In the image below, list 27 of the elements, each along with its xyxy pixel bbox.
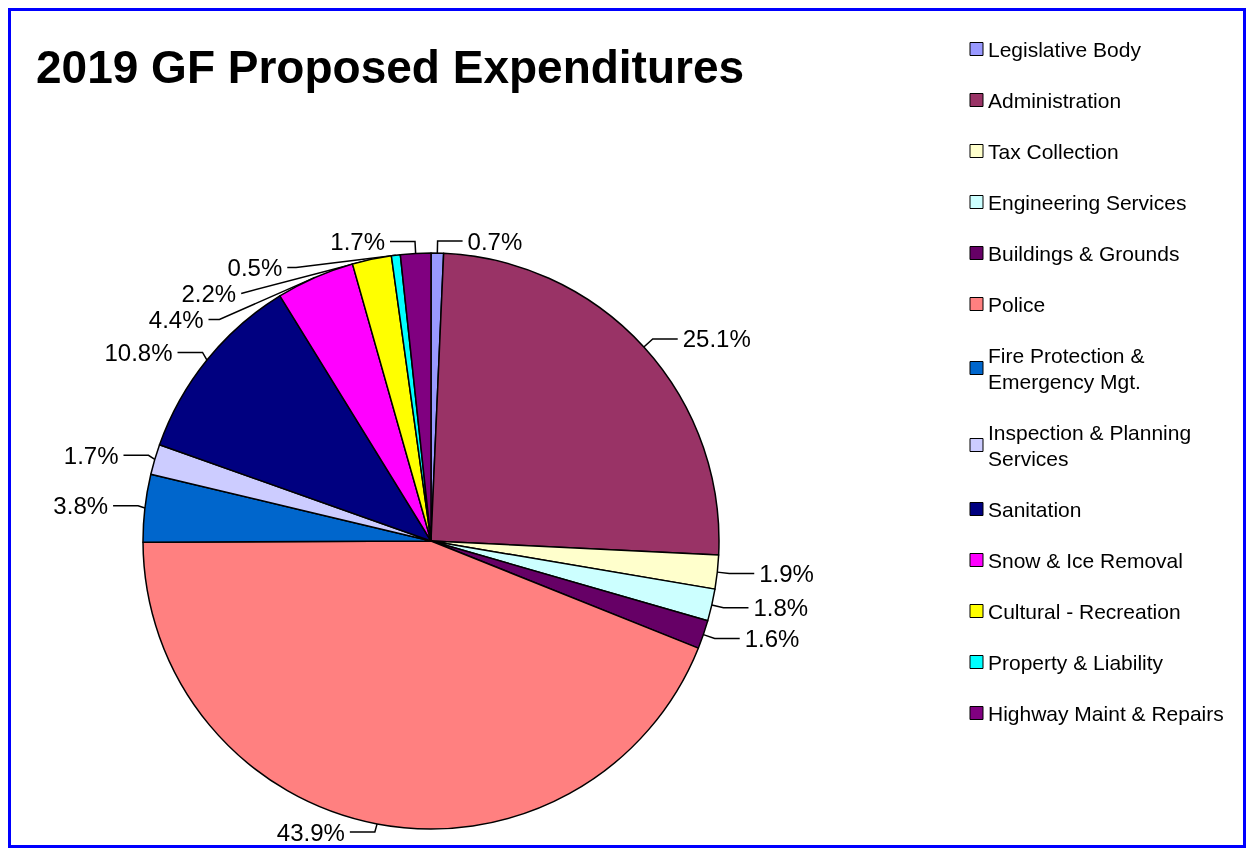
data-label: 4.4%	[148, 305, 204, 333]
legend-label: Engineering Services	[988, 190, 1187, 214]
data-label: 3.8%	[53, 492, 109, 520]
legend-label: Police	[988, 292, 1046, 316]
legend-label: Inspection & Planning Services	[988, 420, 1197, 470]
data-label: 1.7%	[63, 441, 119, 469]
data-label: 0.5%	[227, 253, 283, 281]
legend-label: Fire Protection & Emergency Mgt.	[988, 343, 1151, 393]
data-label: 0.7%	[467, 227, 523, 255]
legend-label: Snow & Ice Removal	[988, 548, 1183, 572]
legend-label: Cultural - Recreation	[988, 599, 1181, 623]
data-label: 25.1%	[682, 325, 751, 353]
legend-label: Sanitation	[988, 497, 1082, 521]
data-label: 43.9%	[276, 818, 345, 846]
legend-label: Tax Collection	[988, 139, 1119, 163]
data-label: 10.8%	[104, 338, 173, 366]
legend-label: Administration	[988, 88, 1122, 112]
data-label: 2.2%	[181, 279, 237, 307]
chart-title: 2019 GF Proposed Expenditures	[36, 41, 745, 93]
data-label: 1.6%	[744, 625, 800, 653]
legend-label: Highway Maint & Repairs	[988, 701, 1224, 725]
legend-label: Property & Liability	[988, 650, 1164, 674]
legend-label: Legislative Body	[988, 37, 1142, 61]
data-label: 1.9%	[759, 559, 814, 587]
data-label: 1.8%	[753, 594, 809, 622]
legend-label: Buildings & Grounds	[988, 241, 1180, 265]
data-label: 1.7%	[330, 227, 385, 255]
